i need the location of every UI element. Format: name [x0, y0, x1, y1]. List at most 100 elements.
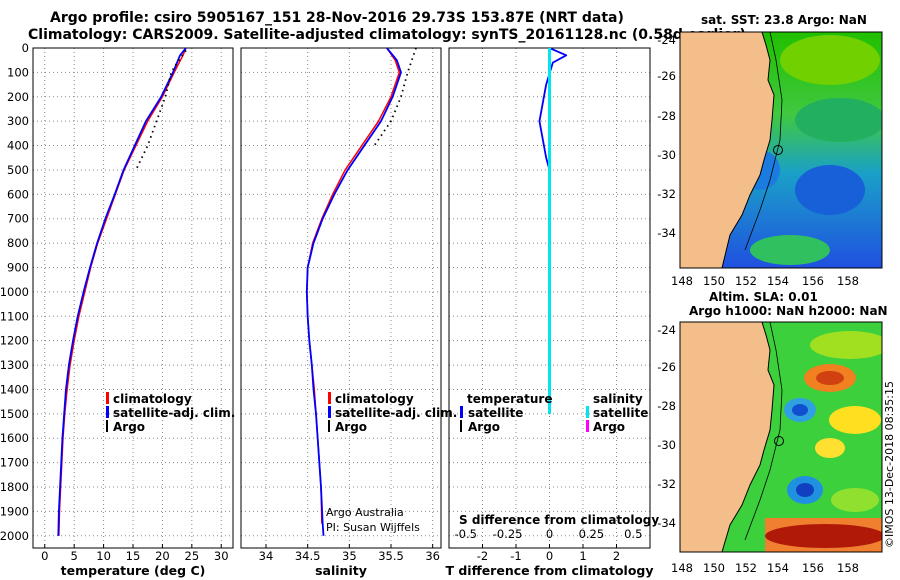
y-tick-label: 1000 — [0, 285, 29, 299]
lon-tick: 152 — [735, 561, 757, 575]
sla-map: Altim. SLA: 0.01 Argo h1000: NaN h2000: … — [679, 290, 888, 553]
legend-climatology-label: climatology — [113, 392, 192, 406]
x-tick-label: 10 — [96, 549, 111, 563]
x-tick-label: 15 — [126, 549, 141, 563]
legend-temperature-title: temperature — [467, 392, 552, 406]
series-group — [538, 48, 568, 414]
legend-satellite-label: satellite-adj. clim. — [113, 406, 235, 420]
sst-map: sat. SST: 23.8 Argo: NaN — [679, 13, 883, 269]
lon-tick: 154 — [767, 274, 789, 288]
sla-map-title-1: Altim. SLA: 0.01 — [709, 290, 818, 304]
y-tick-label: 900 — [7, 261, 29, 275]
title-line-2: Climatology: CARS2009. Satellite-adjuste… — [28, 27, 746, 43]
credit-line-2: PI: Susan Wijffels — [326, 521, 420, 534]
x-tick-label: 35.5 — [378, 549, 404, 563]
y-tick-label: 0 — [22, 41, 29, 55]
y-tick-label: 600 — [7, 187, 29, 201]
lat-tick: -28 — [657, 109, 676, 123]
lon-tick: 150 — [703, 274, 725, 288]
series-satellite-adj-clim- — [57, 48, 187, 536]
credit-line-1: Argo Australia — [326, 506, 404, 519]
legend-argo-marker — [106, 420, 108, 432]
top-x-tick-label: -0.5 — [455, 527, 477, 541]
y-tick-label: 1400 — [0, 382, 29, 396]
y-tick-label: 700 — [7, 212, 29, 226]
x-tick-label: 34.5 — [295, 549, 321, 563]
lat-tick: -24 — [657, 33, 676, 47]
x-axis-label: T difference from climatology — [445, 563, 653, 578]
y-tick-label: 400 — [7, 139, 29, 153]
x-tick-label: 1 — [579, 549, 586, 563]
argo-float-marker — [774, 436, 784, 446]
x-tick-label: -2 — [477, 549, 488, 563]
x-tick-label: -1 — [510, 549, 521, 563]
lon-tick: 148 — [671, 561, 693, 575]
difference-panel: -2 -1 0 1 2T difference from climatology -0.5… — [445, 47, 654, 578]
y-tick-label: 1500 — [0, 407, 29, 421]
top-x-tick-label: -0.25 — [493, 527, 523, 541]
y-tick-label: 1700 — [0, 456, 29, 470]
legend-satellite-marker — [106, 406, 109, 418]
legend-climatology-label: climatology — [335, 392, 414, 406]
lat-tick: -28 — [657, 399, 676, 413]
series-group — [305, 48, 417, 536]
bottom-map-lon-ticks: 148 150 152 154 156 158 — [671, 561, 859, 575]
series-satellite-adj-clim- — [305, 48, 402, 536]
y-tick-label: 1900 — [0, 504, 29, 518]
salinity-legend: climatology satellite-adj. clim. Argo Ar… — [326, 392, 457, 534]
x-tick-label: 25 — [185, 549, 200, 563]
lat-tick: -24 — [657, 323, 676, 337]
lon-tick: 158 — [837, 274, 859, 288]
x-tick-label: 0 — [546, 549, 553, 563]
top-x-tick-label: 0.5 — [624, 527, 642, 541]
y-tick-label: 1200 — [0, 334, 29, 348]
lat-tick: -26 — [657, 360, 676, 374]
y-tick-label: 500 — [7, 163, 29, 177]
lat-tick: -34 — [657, 226, 676, 240]
y-tick-label: 300 — [7, 114, 29, 128]
x-tick-label: 34 — [259, 549, 274, 563]
series-climatology — [306, 48, 401, 524]
legend-temp-argo-marker — [460, 420, 462, 432]
x-tick-label: 2 — [613, 549, 620, 563]
temperature-legend: climatology satellite-adj. clim. Argo — [106, 392, 235, 434]
y-tick-label: 1300 — [0, 358, 29, 372]
legend-argo-label: Argo — [113, 420, 145, 434]
y-tick-label: 2000 — [0, 529, 29, 543]
lon-tick: 154 — [767, 561, 789, 575]
lat-tick: -30 — [657, 148, 676, 162]
legend-argo-label: Argo — [335, 420, 367, 434]
top-map-lon-ticks: 148 150 152 154 156 158 — [671, 274, 859, 288]
lon-tick: 156 — [802, 561, 824, 575]
y-tick-label: 1100 — [0, 309, 29, 323]
axes-frame — [240, 47, 442, 549]
x-tick-label: 20 — [155, 549, 170, 563]
legend-sal-argo-label: Argo — [593, 420, 625, 434]
watermark: ©IMOS 13-Dec-2018 08:35:15 — [883, 381, 896, 548]
lon-tick: 150 — [703, 561, 725, 575]
x-axis-label: temperature (deg C) — [61, 563, 206, 578]
x-tick-label: 36 — [425, 549, 440, 563]
x-tick-label: 30 — [214, 549, 229, 563]
legend-climatology-marker — [328, 392, 331, 404]
series-group — [57, 48, 187, 536]
lat-tick: -34 — [657, 516, 676, 530]
x-axis-label: salinity — [315, 563, 367, 578]
x-tick-label: 0 — [41, 549, 48, 563]
legend-sal-argo-marker — [586, 420, 589, 432]
legend-satellite-marker — [328, 406, 331, 418]
top-x-tick-label: 0.25 — [579, 527, 605, 541]
legend-temp-satellite-marker — [460, 406, 463, 418]
title-line-1: Argo profile: csiro 5905167_151 28-Nov-2… — [50, 10, 624, 26]
legend-argo-marker — [328, 420, 330, 432]
legend-sal-satellite-label: satellite — [593, 406, 648, 420]
lon-tick: 156 — [802, 274, 824, 288]
legend-salinity-title: salinity — [593, 392, 643, 406]
legend-climatology-marker — [106, 392, 109, 404]
lat-tick: -32 — [657, 187, 676, 201]
y-tick-label: 1800 — [0, 480, 29, 494]
sst-land — [680, 32, 774, 268]
y-tick-label: 1600 — [0, 431, 29, 445]
legend-temp-argo-label: Argo — [468, 420, 500, 434]
